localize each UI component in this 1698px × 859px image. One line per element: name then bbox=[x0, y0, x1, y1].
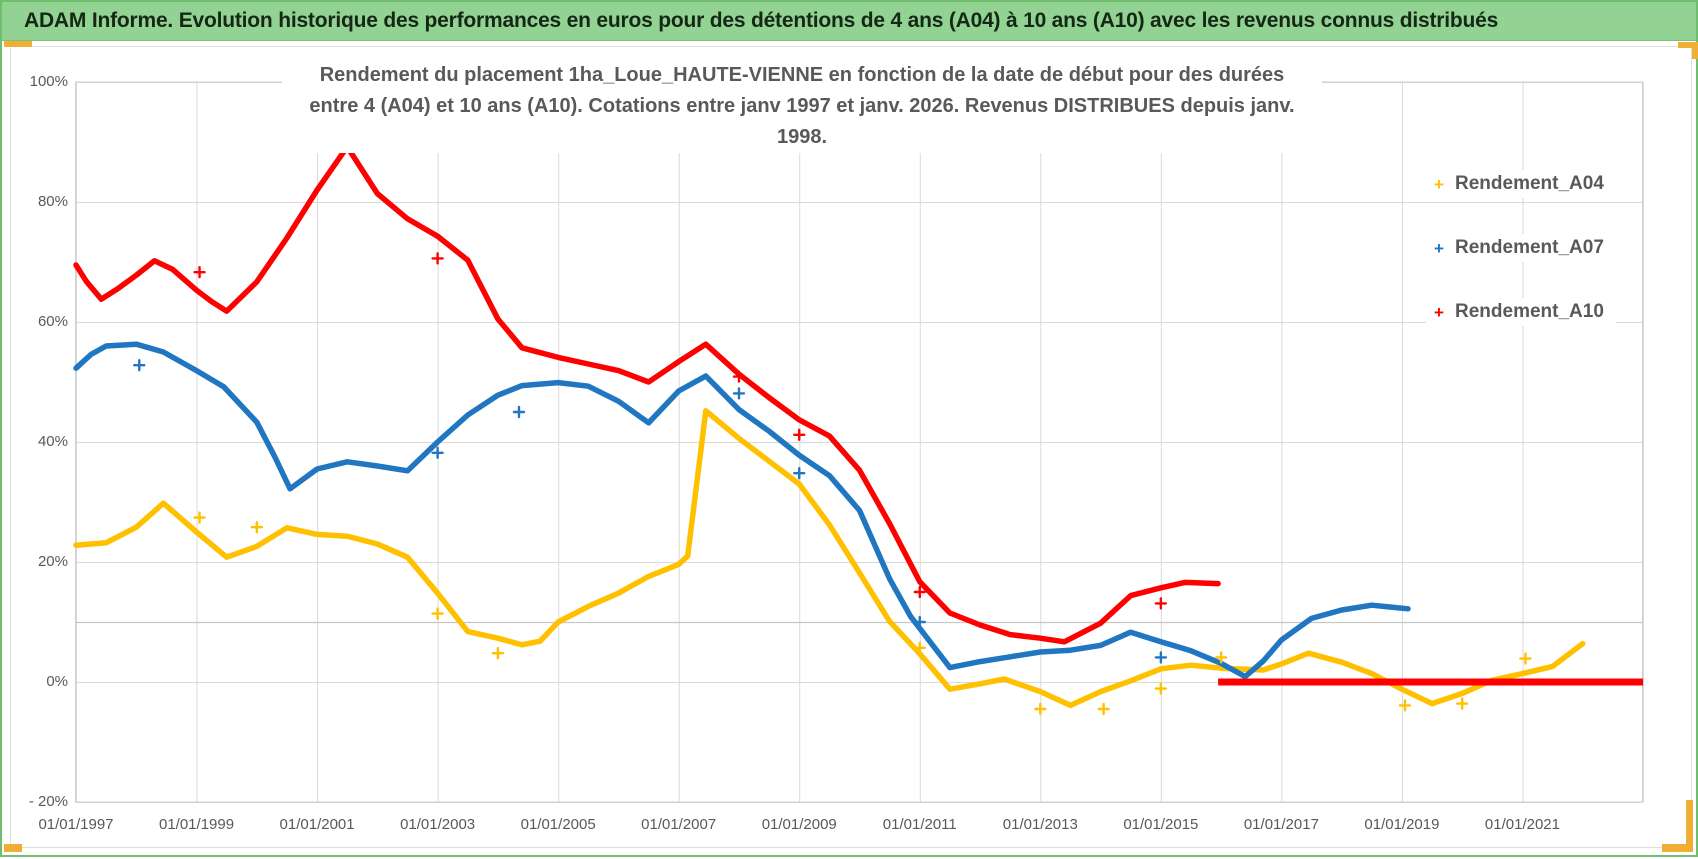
y-axis-label-40: 40% bbox=[37, 433, 68, 450]
plus-marker-icon: + bbox=[1434, 174, 1444, 194]
x-axis-label-2001: 01/01/2001 bbox=[279, 816, 355, 833]
plus-marker-icon: + bbox=[1434, 302, 1444, 322]
y-axis-label-0: 0% bbox=[46, 673, 68, 690]
chart-title-line2: entre 4 (A04) et 10 ans (A10). Cotations… bbox=[309, 95, 1295, 148]
x-axis-label-2007: 01/01/2007 bbox=[641, 816, 717, 833]
chart-title-line1: Rendement du placement 1ha_Loue_HAUTE-VI… bbox=[319, 64, 1285, 86]
x-axis-label-2019: 01/01/2019 bbox=[1364, 816, 1440, 833]
x-axis-label-1997: 01/01/1997 bbox=[38, 816, 114, 833]
plus-marker-icon: + bbox=[1434, 238, 1444, 258]
x-axis-label-2013: 01/01/2013 bbox=[1002, 816, 1078, 833]
outlier-plus-markers-rendement_a04 bbox=[193, 511, 1532, 716]
chart-title: Rendement du placement 1ha_Loue_HAUTE-VI… bbox=[282, 60, 1322, 153]
legend-label: Rendement_A07 bbox=[1455, 237, 1604, 258]
legend-label: Rendement_A04 bbox=[1455, 173, 1604, 194]
x-axis-label-1999: 01/01/1999 bbox=[158, 816, 235, 833]
legend-label: Rendement_A10 bbox=[1455, 301, 1604, 322]
outlier-plus-markers-rendement_a07 bbox=[133, 359, 1168, 664]
selection-handle-top-right-v bbox=[1692, 42, 1698, 59]
x-axis-label-2015: 01/01/2015 bbox=[1123, 816, 1199, 833]
y-axis-label--20: - 20% bbox=[28, 793, 68, 810]
y-axis-label-20: 20% bbox=[37, 553, 68, 570]
legend-item-rendement_a04[interactable]: + Rendement_A04 bbox=[1426, 170, 1616, 198]
selection-handle-bottom-right-v bbox=[1686, 800, 1693, 850]
x-axis-label-2009: 01/01/2009 bbox=[761, 816, 837, 833]
legend-item-rendement_a10[interactable]: + Rendement_A10 bbox=[1426, 298, 1616, 326]
series-line-rendement_a10[interactable] bbox=[73, 144, 1221, 645]
header-bar: ADAM Informe. Evolution historique des p… bbox=[2, 2, 1696, 41]
x-axis-label-2011: 01/01/2011 bbox=[882, 816, 957, 833]
y-axis-label-80: 80% bbox=[37, 193, 68, 210]
chart-object[interactable] bbox=[10, 46, 1692, 848]
selection-handle-bottom-right-h bbox=[1662, 844, 1693, 852]
x-axis-label-2021: 01/01/2021 bbox=[1484, 816, 1560, 833]
x-axis-label-2017: 01/01/2017 bbox=[1243, 816, 1319, 833]
legend-item-rendement_a07[interactable]: + Rendement_A07 bbox=[1426, 234, 1616, 262]
x-axis-label-2003: 01/01/2003 bbox=[400, 816, 476, 833]
y-axis-label-100: 100% bbox=[29, 73, 68, 90]
outlier-plus-markers-rendement_a10 bbox=[193, 252, 1168, 610]
series-line-rendement_a04[interactable] bbox=[73, 408, 1586, 709]
selection-handle-top-right-h bbox=[1678, 42, 1698, 48]
y-axis-label-60: 60% bbox=[37, 313, 68, 330]
selection-handle-bottom-left bbox=[4, 844, 22, 852]
selection-handle-top-left bbox=[4, 41, 32, 47]
header-title: ADAM Informe. Evolution historique des p… bbox=[24, 9, 1499, 32]
x-axis-label-2005: 01/01/2005 bbox=[520, 816, 596, 833]
